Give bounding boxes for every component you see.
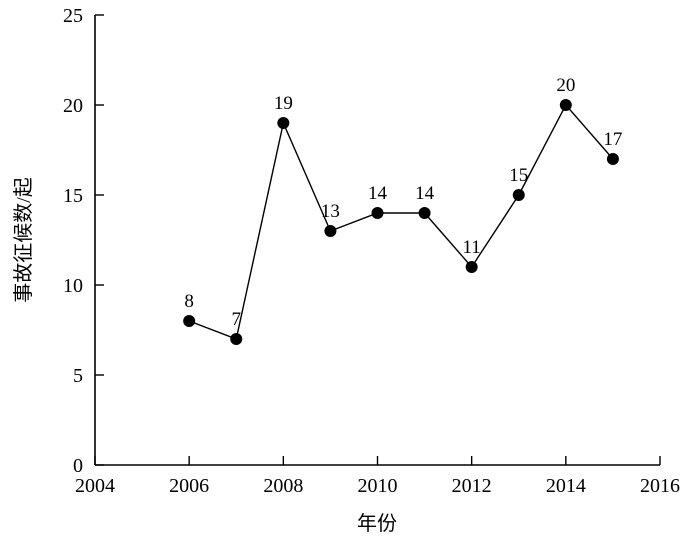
- data-point-label: 13: [321, 201, 340, 222]
- data-point: [371, 207, 384, 219]
- x-tick-label: 2008: [263, 475, 303, 497]
- data-point: [606, 153, 619, 165]
- y-tick-label: 25: [63, 5, 83, 27]
- x-tick-label: 2014: [546, 475, 586, 497]
- data-point-label: 20: [556, 75, 575, 96]
- data-point-label: 7: [232, 309, 242, 330]
- data-point-label: 14: [415, 183, 435, 204]
- data-point-label: 19: [274, 93, 293, 114]
- data-point-label: 11: [463, 237, 481, 258]
- y-axis-title: 事故征候数/起: [12, 177, 35, 303]
- data-point-label: 15: [509, 165, 528, 186]
- data-point: [559, 99, 572, 111]
- data-point: [324, 225, 337, 237]
- data-point: [465, 261, 478, 273]
- data-point-label: 8: [184, 291, 194, 312]
- y-tick-label: 10: [63, 275, 83, 297]
- data-point: [230, 333, 243, 345]
- data-point-label: 17: [603, 129, 622, 150]
- y-tick-label: 15: [63, 185, 83, 207]
- y-tick-label: 0: [73, 455, 83, 477]
- x-tick-label: 2012: [452, 475, 492, 497]
- x-tick-label: 2004: [75, 475, 115, 497]
- x-tick-label: 2006: [169, 475, 209, 497]
- data-point: [512, 189, 525, 201]
- x-tick-label: 2010: [358, 475, 398, 497]
- x-axis-title: 年份: [357, 512, 397, 535]
- data-point: [277, 117, 290, 129]
- data-point: [183, 315, 196, 327]
- y-tick-label: 20: [63, 95, 83, 117]
- x-tick-label: 2016: [640, 475, 680, 497]
- data-point-label: 14: [368, 183, 388, 204]
- y-tick-label: 5: [73, 365, 83, 387]
- data-point: [418, 207, 431, 219]
- data-line: [188, 103, 614, 340]
